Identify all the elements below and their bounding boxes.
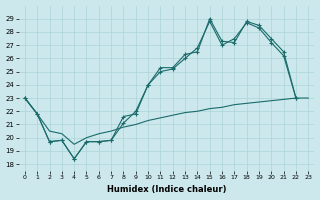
X-axis label: Humidex (Indice chaleur): Humidex (Indice chaleur) [107,185,226,194]
